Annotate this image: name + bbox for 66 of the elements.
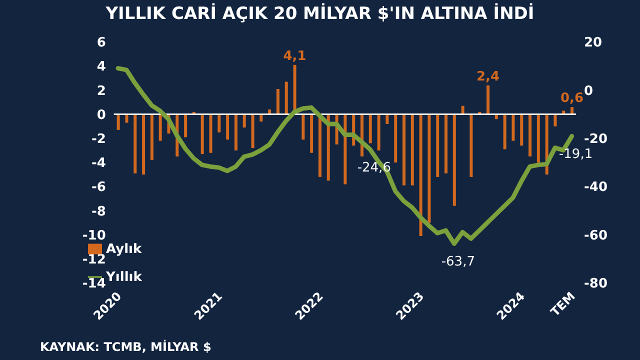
y2-tick-label: -40 [584, 180, 608, 196]
y2-tick-label: 0 [584, 84, 594, 99]
bar [184, 114, 188, 138]
bar [116, 114, 120, 130]
bar [368, 114, 372, 144]
bar [394, 114, 398, 162]
bar [520, 114, 524, 146]
bar [536, 114, 540, 162]
y-tick-label: 4 [96, 60, 106, 75]
y2-tick-label: -20 [584, 132, 608, 148]
bar [503, 114, 506, 150]
bar [310, 114, 314, 153]
bar [419, 114, 422, 236]
bar [554, 114, 557, 126]
y-tick-label: -12 [82, 252, 106, 268]
bar [344, 114, 347, 184]
bar [512, 114, 515, 141]
y2-tick-label: -80 [584, 276, 608, 292]
bar [377, 114, 380, 150]
bar [326, 114, 330, 181]
bar [302, 114, 305, 140]
y-tick-label: -8 [91, 204, 106, 220]
y-tick-label: -6 [91, 180, 106, 196]
bar [242, 114, 246, 128]
y-tick-label: -2 [91, 132, 106, 148]
bar [260, 114, 263, 122]
bar [142, 114, 146, 175]
bar [134, 114, 137, 174]
legend-label: Yıllık [106, 270, 142, 285]
bar [410, 114, 414, 186]
bar [428, 114, 431, 223]
bar [444, 114, 448, 174]
bar [251, 114, 254, 148]
bar [452, 114, 456, 206]
bar [209, 114, 212, 153]
chart-title: YILLIK CARİ AÇIK 20 MİLYAR $'IN ALTINA İNDİ [104, 4, 536, 24]
data-label: 4,1 [283, 48, 306, 64]
data-label: -19,1 [558, 147, 593, 162]
legend-label: Aylık [106, 242, 142, 257]
y-tick-label: 2 [96, 84, 106, 99]
bar [234, 114, 238, 150]
data-label: 2,4 [476, 69, 500, 84]
bar [436, 114, 440, 177]
bar [386, 114, 389, 124]
bar [402, 114, 406, 186]
bar [150, 114, 154, 160]
y-tick-label: 6 [96, 36, 106, 51]
text: KAYNAK: TCMB, MİLYAR $ [40, 340, 212, 354]
bar [200, 114, 204, 154]
bar [218, 114, 221, 132]
y2-tick-label: 20 [584, 36, 602, 51]
y2-tick-label: -60 [584, 228, 608, 244]
y-tick-label: -4 [91, 156, 106, 172]
data-label: -24,6 [357, 160, 391, 176]
y-tick-label: -10 [82, 228, 106, 244]
y-tick-label: -14 [82, 276, 106, 292]
bar [470, 114, 473, 177]
bar [226, 114, 230, 140]
y-tick-label: 0 [96, 108, 106, 123]
bar [284, 82, 288, 114]
bar [276, 88, 280, 114]
bar [528, 114, 532, 156]
data-label: -63,7 [441, 254, 475, 270]
bar [158, 114, 162, 141]
data-label: 0,6 [560, 91, 584, 106]
bar [486, 85, 490, 114]
